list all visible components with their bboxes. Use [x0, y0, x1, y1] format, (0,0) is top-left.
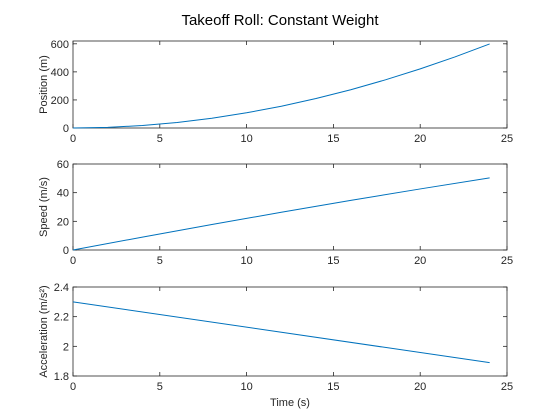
acceleration-x-tick-label: 25	[501, 381, 513, 393]
speed-y-tick-label: 40	[57, 188, 69, 200]
speed-x-tick-label: 5	[157, 255, 163, 267]
acceleration-y-tick-label: 2	[63, 341, 69, 353]
acceleration-y-tick-label: 2.4	[54, 282, 69, 294]
acceleration-axes-box	[72, 286, 508, 377]
position-y-tick-label: 400	[51, 67, 69, 79]
position-x-tick-label: 10	[240, 133, 252, 145]
position-x-tick-label: 15	[327, 133, 339, 145]
position-x-tick-label: 20	[414, 133, 426, 145]
speed-x-tick-label: 25	[501, 255, 513, 267]
acceleration-x-axis-label: Time (s)	[270, 397, 310, 409]
speed-series-line	[72, 177, 490, 251]
speed-axes-box	[72, 163, 508, 251]
speed-y-tick-label: 20	[57, 216, 69, 228]
acceleration-y-tick-label: 1.8	[54, 371, 69, 383]
acceleration-x-tick-label: 20	[414, 381, 426, 393]
acceleration-x-tick-label: 5	[157, 381, 163, 393]
position-x-tick-label: 0	[70, 133, 76, 145]
acceleration-x-tick-label: 10	[240, 381, 252, 393]
position-y-tick-label: 600	[51, 39, 69, 51]
acceleration-series-line	[72, 301, 490, 364]
figure-title: Takeoff Roll: Constant Weight	[181, 12, 379, 29]
speed-x-tick-label: 15	[327, 255, 339, 267]
position-series-line	[72, 43, 490, 129]
speed-subplot: 0 5 10 15 20 25 0 20 40 60 Speed (m/s)	[38, 159, 513, 267]
speed-y-tick-label: 60	[57, 159, 69, 171]
speed-x-tick-label: 20	[414, 255, 426, 267]
speed-y-axis-label: Speed (m/s)	[38, 177, 50, 237]
speed-x-tick-label: 10	[240, 255, 252, 267]
speed-y-tick-label: 0	[63, 245, 69, 257]
acceleration-x-tick-label: 15	[327, 381, 339, 393]
position-x-tick-label: 25	[501, 133, 513, 145]
speed-x-tick-label: 0	[70, 255, 76, 267]
acceleration-y-tick-label: 2.2	[54, 312, 69, 324]
acceleration-subplot: 0 5 10 15 20 25 1.8 2 2.2 2.4 Acceleration (m/s²) T…	[38, 282, 513, 409]
position-y-tick-label: 200	[51, 95, 69, 107]
position-axes-box	[72, 40, 508, 129]
acceleration-y-axis-label: Acceleration (m/s²)	[38, 285, 50, 377]
position-x-tick-label: 5	[157, 133, 163, 145]
position-y-tick-label: 0	[63, 123, 69, 135]
position-y-axis-label: Position (m)	[38, 55, 50, 114]
acceleration-x-tick-label: 0	[70, 381, 76, 393]
